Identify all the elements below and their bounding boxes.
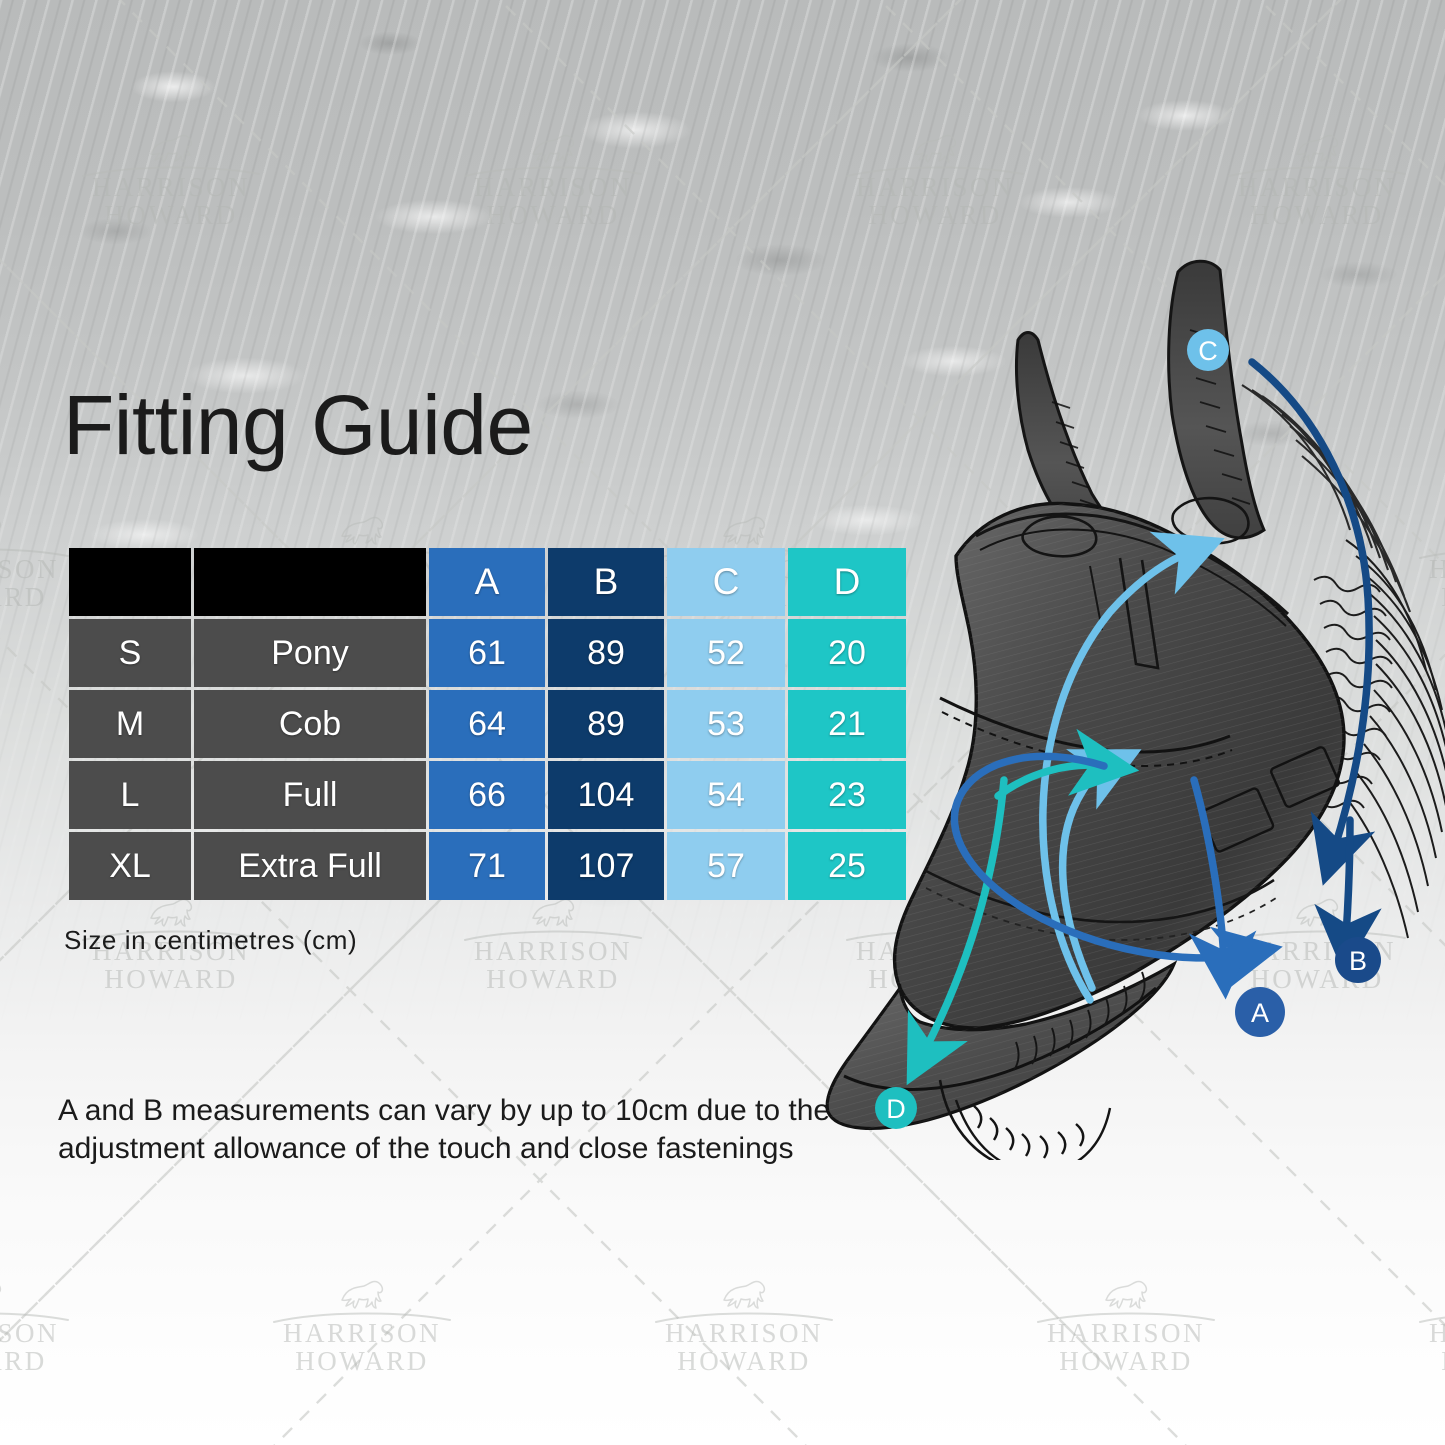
row-size: S [69,619,191,687]
marker-b-circle [1335,937,1381,983]
units-note: Size in centimetres (cm) [64,925,358,955]
marker-c-label: C [1198,336,1218,366]
row-value-c: 54 [667,761,785,829]
header-blank-size [69,548,191,616]
row-value-d: 23 [788,761,906,829]
size-chart-table: A B C D S Pony 61 89 52 20 M Cob 64 89 5… [66,545,909,903]
header-col-c: C [667,548,785,616]
marker-c-circle [1187,329,1229,371]
ear-right [1167,259,1266,540]
arrow-b-drop [1314,816,1382,974]
row-value-b: 104 [548,761,664,829]
row-value-c: 52 [667,619,785,687]
row-size: XL [69,832,191,900]
row-value-b: 89 [548,619,664,687]
row-value-d: 25 [788,832,906,900]
table-header-row: A B C D [69,548,906,616]
row-name: Full [194,761,426,829]
header-col-a: A [429,548,545,616]
marker-a-circle [1235,987,1285,1037]
row-name: Pony [194,619,426,687]
nose-mesh [954,1099,1112,1160]
row-value-a: 71 [429,832,545,900]
row-value-b: 89 [548,690,664,758]
table-row: M Cob 64 89 53 21 [69,690,906,758]
row-value-a: 64 [429,690,545,758]
header-col-b: B [548,548,664,616]
arrow-d-path [906,776,1008,1086]
row-value-a: 66 [429,761,545,829]
table-row: L Full 66 104 54 23 [69,761,906,829]
marker-a-label: A [1251,998,1269,1028]
table-row: S Pony 61 89 52 20 [69,619,906,687]
row-value-d: 20 [788,619,906,687]
mane-lower [1345,539,1445,939]
row-size: M [69,690,191,758]
arrow-a-drop [1188,776,1257,1000]
row-name: Cob [194,690,426,758]
row-value-c: 53 [667,690,785,758]
row-size: L [69,761,191,829]
measurement-footnote: A and B measurements can vary by up to 1… [58,1094,831,1166]
arrow-a-path [950,752,1283,993]
header-blank-name [194,548,426,616]
table-row: XL Extra Full 71 107 57 25 [69,832,906,900]
marker-b-label: B [1349,946,1367,976]
horse-head-drawing [825,259,1445,1160]
header-col-d: D [788,548,906,616]
row-name: Extra Full [194,832,426,900]
row-value-d: 21 [788,690,906,758]
row-value-b: 107 [548,832,664,900]
marker-d-label: D [886,1094,906,1124]
marker-d-circle [875,1087,917,1129]
forehead-dart [1118,557,1160,670]
horse-head-illustration: C D A B [790,200,1445,1160]
row-value-a: 61 [429,619,545,687]
arrow-b-path [1248,358,1376,886]
page-title: Fitting Guide [63,378,533,472]
nose-fringe [1013,971,1146,1071]
arrow-c-path [1039,531,1225,1004]
row-value-c: 57 [667,832,785,900]
